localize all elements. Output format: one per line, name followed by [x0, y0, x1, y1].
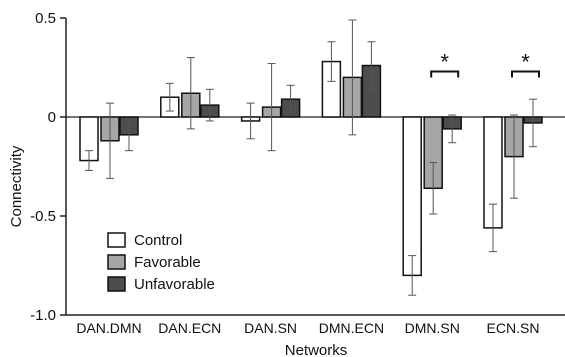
- significance-star-ecn-sn: *: [521, 49, 530, 74]
- y-tick-label: 0: [48, 109, 56, 126]
- x-tick-label-dan-dmn: DAN.DMN: [76, 320, 141, 336]
- x-tick-label-dan-sn: DAN.SN: [244, 320, 297, 336]
- legend: Control Favorable Unfavorable: [107, 232, 215, 293]
- significance-star-dmn-sn: *: [440, 49, 449, 74]
- significance-bracket-dmn-sn: [430, 70, 460, 78]
- error-bars-layer: [85, 19, 537, 296]
- y-tick-label: 0.5: [35, 10, 56, 27]
- legend-swatch-favorable: [107, 254, 126, 270]
- legend-label-control: Control: [134, 232, 182, 249]
- x-tick-label-dmn-sn: DMN.SN: [405, 320, 460, 336]
- legend-swatch-unfavorable: [107, 276, 126, 292]
- y-axis-title: Connectivity: [8, 145, 25, 227]
- x-tick-label-dmn-ecn: DMN.ECN: [319, 320, 384, 336]
- y-tick-label: -1.0: [30, 307, 56, 324]
- bar-dmn-sn-control: [402, 116, 422, 277]
- x-tick-label-dan-ecn: DAN.ECN: [158, 320, 221, 336]
- x-axis-title: Networks: [285, 342, 348, 357]
- legend-label-unfavorable: Unfavorable: [134, 276, 215, 293]
- axes-layer: 0.5 0 -0.5 -1.0: [30, 10, 565, 324]
- legend-swatch-control: [107, 232, 126, 248]
- y-tick-label: -0.5: [30, 208, 56, 225]
- significance-layer: * *: [430, 49, 540, 78]
- x-tick-label-ecn-sn: ECN.SN: [487, 320, 540, 336]
- legend-label-favorable: Favorable: [134, 254, 201, 271]
- labels-layer: DAN.DMN DAN.ECN DAN.SN DMN.ECN DMN.SN ECN.SN C…: [8, 145, 539, 357]
- significance-bracket-ecn-sn: [511, 70, 540, 78]
